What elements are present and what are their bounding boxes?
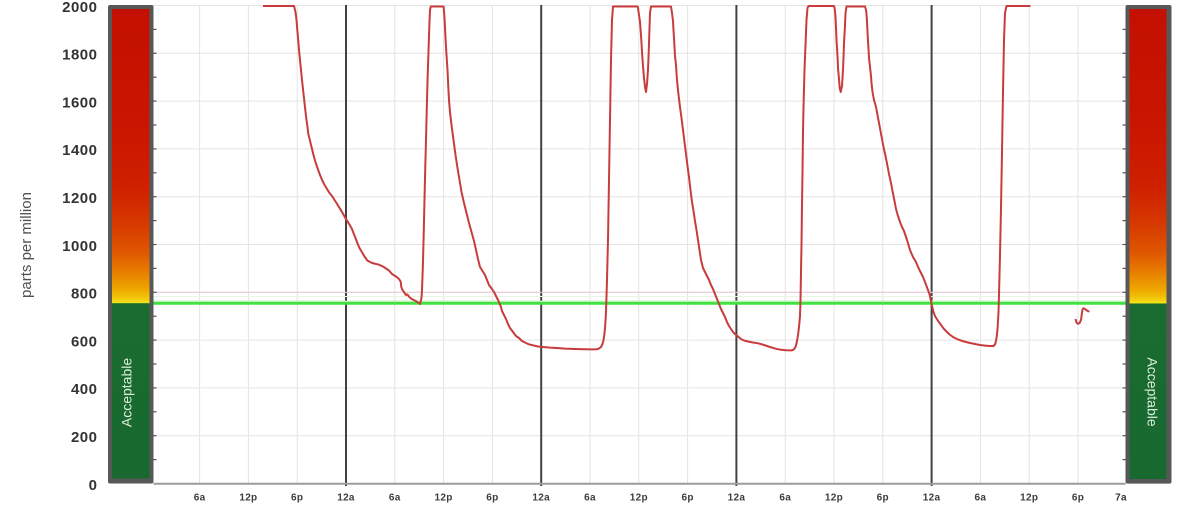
svg-text:12a: 12a (728, 493, 746, 504)
svg-text:6p: 6p (486, 493, 498, 504)
svg-text:12p: 12p (630, 493, 648, 504)
svg-text:12p: 12p (825, 493, 843, 504)
svg-text:600: 600 (71, 333, 98, 350)
svg-text:6p: 6p (877, 493, 889, 504)
svg-text:2000: 2000 (62, 0, 97, 16)
svg-text:0: 0 (89, 477, 98, 494)
svg-text:12a: 12a (923, 493, 941, 504)
svg-text:1800: 1800 (62, 47, 97, 64)
svg-text:12p: 12p (1020, 493, 1038, 504)
svg-text:6p: 6p (1072, 493, 1084, 504)
svg-text:6a: 6a (194, 493, 206, 504)
svg-text:Acceptable: Acceptable (119, 358, 135, 427)
svg-text:1000: 1000 (62, 238, 97, 255)
svg-text:7a: 7a (1115, 493, 1127, 504)
svg-text:6a: 6a (779, 493, 791, 504)
svg-text:12p: 12p (239, 493, 257, 504)
svg-text:1400: 1400 (62, 142, 97, 159)
svg-text:Acceptable: Acceptable (1145, 357, 1161, 426)
svg-text:400: 400 (71, 381, 98, 398)
svg-text:800: 800 (71, 286, 98, 303)
svg-text:1600: 1600 (62, 94, 97, 111)
svg-text:6a: 6a (389, 493, 401, 504)
svg-text:1200: 1200 (62, 190, 97, 207)
svg-text:parts per million: parts per million (18, 192, 35, 298)
svg-text:6p: 6p (291, 493, 303, 504)
svg-text:200: 200 (71, 429, 98, 446)
svg-text:12a: 12a (337, 493, 355, 504)
svg-text:6p: 6p (681, 493, 693, 504)
svg-text:6a: 6a (975, 493, 987, 504)
svg-text:12a: 12a (532, 493, 550, 504)
svg-text:6a: 6a (584, 493, 596, 504)
svg-text:12p: 12p (435, 493, 453, 504)
